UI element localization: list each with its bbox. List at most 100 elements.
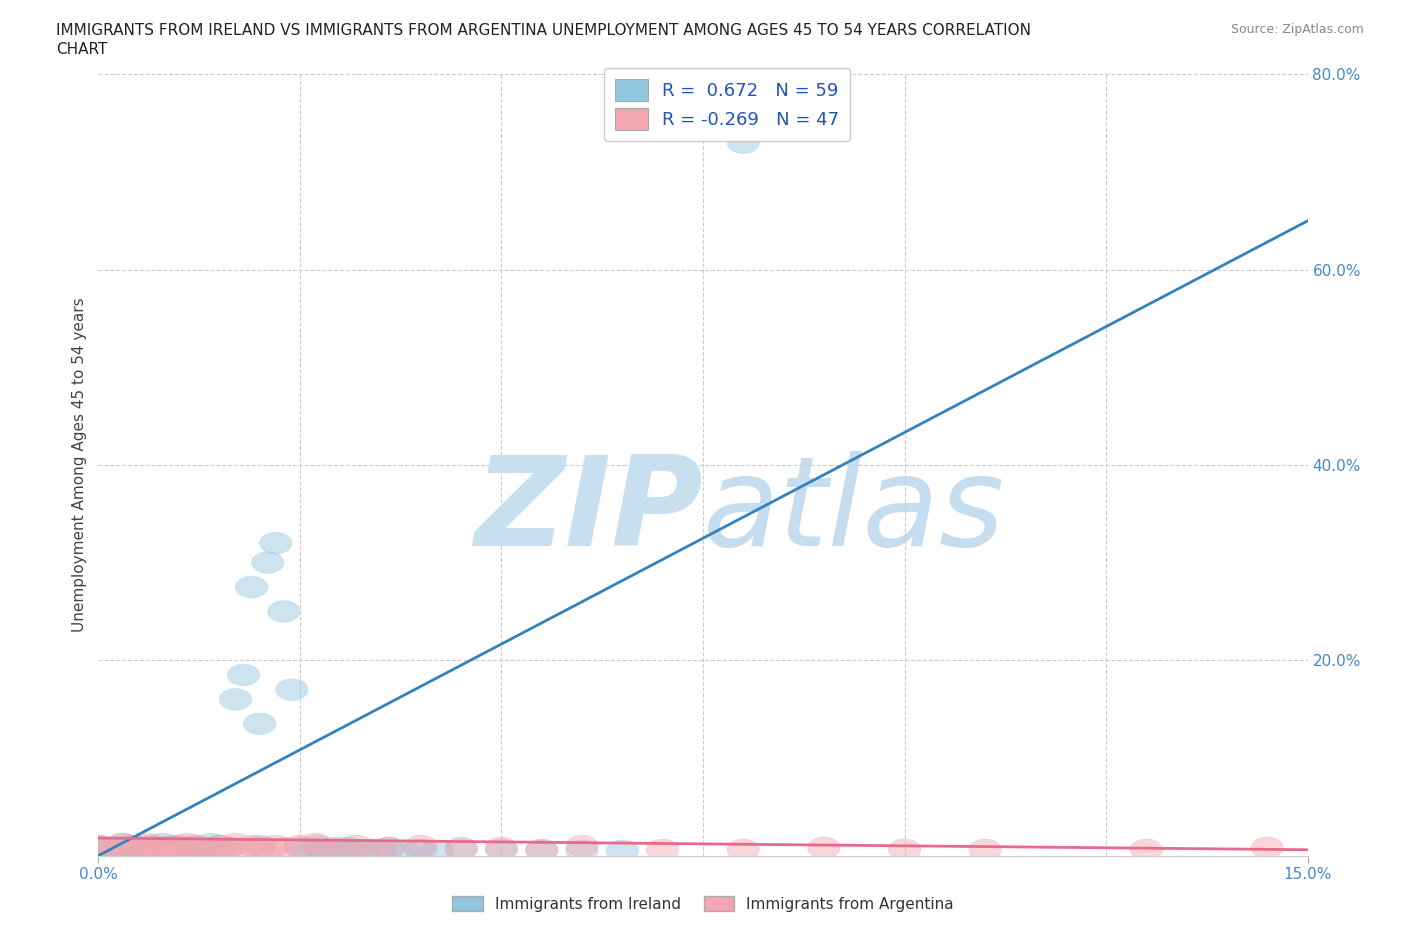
Ellipse shape: [211, 837, 243, 858]
Ellipse shape: [252, 839, 284, 860]
Ellipse shape: [485, 837, 517, 858]
Ellipse shape: [179, 835, 211, 857]
Ellipse shape: [243, 713, 276, 735]
Ellipse shape: [340, 842, 373, 863]
Ellipse shape: [219, 688, 252, 711]
Ellipse shape: [1251, 837, 1284, 858]
Ellipse shape: [107, 839, 139, 860]
Ellipse shape: [567, 835, 598, 857]
Ellipse shape: [969, 839, 1001, 860]
Ellipse shape: [90, 840, 122, 861]
Text: ZIP: ZIP: [474, 451, 703, 572]
Ellipse shape: [172, 842, 204, 863]
Ellipse shape: [308, 839, 340, 860]
Ellipse shape: [228, 839, 260, 860]
Ellipse shape: [340, 835, 373, 857]
Ellipse shape: [889, 839, 921, 860]
Ellipse shape: [235, 577, 267, 598]
Ellipse shape: [243, 835, 276, 857]
Ellipse shape: [83, 835, 114, 857]
Ellipse shape: [163, 840, 195, 861]
Ellipse shape: [146, 837, 179, 858]
Ellipse shape: [211, 837, 243, 858]
Ellipse shape: [139, 839, 172, 860]
Ellipse shape: [98, 837, 131, 858]
Ellipse shape: [373, 837, 405, 858]
Ellipse shape: [727, 132, 759, 153]
Ellipse shape: [308, 839, 340, 860]
Ellipse shape: [131, 840, 163, 861]
Ellipse shape: [292, 840, 325, 861]
Ellipse shape: [647, 839, 679, 860]
Ellipse shape: [195, 839, 228, 860]
Ellipse shape: [243, 837, 276, 858]
Ellipse shape: [204, 835, 235, 857]
Legend: R =  0.672   N = 59, R = -0.269   N = 47: R = 0.672 N = 59, R = -0.269 N = 47: [605, 68, 851, 140]
Ellipse shape: [139, 842, 172, 863]
Legend: Immigrants from Ireland, Immigrants from Argentina: Immigrants from Ireland, Immigrants from…: [446, 889, 960, 918]
Ellipse shape: [155, 836, 187, 857]
Ellipse shape: [276, 679, 308, 700]
Ellipse shape: [325, 840, 356, 861]
Ellipse shape: [114, 840, 146, 861]
Ellipse shape: [107, 833, 139, 855]
Ellipse shape: [420, 840, 453, 861]
Ellipse shape: [260, 835, 292, 857]
Ellipse shape: [139, 837, 172, 858]
Ellipse shape: [187, 841, 219, 862]
Ellipse shape: [146, 833, 179, 855]
Ellipse shape: [316, 837, 349, 858]
Ellipse shape: [356, 839, 388, 860]
Ellipse shape: [163, 839, 195, 860]
Ellipse shape: [195, 833, 228, 855]
Text: CHART: CHART: [56, 42, 108, 57]
Ellipse shape: [219, 833, 252, 855]
Ellipse shape: [131, 833, 163, 855]
Y-axis label: Unemployment Among Ages 45 to 54 years: Unemployment Among Ages 45 to 54 years: [72, 298, 87, 632]
Ellipse shape: [299, 835, 332, 857]
Ellipse shape: [284, 835, 316, 857]
Ellipse shape: [252, 551, 284, 574]
Ellipse shape: [405, 835, 437, 857]
Ellipse shape: [446, 839, 477, 860]
Ellipse shape: [1130, 839, 1163, 860]
Ellipse shape: [114, 841, 146, 862]
Ellipse shape: [90, 839, 122, 860]
Ellipse shape: [187, 837, 219, 858]
Ellipse shape: [146, 839, 179, 860]
Ellipse shape: [179, 835, 211, 857]
Ellipse shape: [405, 839, 437, 860]
Ellipse shape: [98, 837, 131, 858]
Text: IMMIGRANTS FROM IRELAND VS IMMIGRANTS FROM ARGENTINA UNEMPLOYMENT AMONG AGES 45 : IMMIGRANTS FROM IRELAND VS IMMIGRANTS FR…: [56, 23, 1031, 38]
Ellipse shape: [155, 841, 187, 862]
Ellipse shape: [122, 837, 155, 858]
Ellipse shape: [267, 837, 299, 858]
Ellipse shape: [808, 837, 839, 858]
Ellipse shape: [446, 837, 477, 858]
Ellipse shape: [332, 837, 364, 858]
Ellipse shape: [179, 839, 211, 860]
Ellipse shape: [267, 601, 299, 622]
Ellipse shape: [122, 837, 155, 858]
Ellipse shape: [284, 837, 316, 858]
Ellipse shape: [485, 839, 517, 860]
Ellipse shape: [172, 833, 204, 855]
Ellipse shape: [107, 833, 139, 855]
Ellipse shape: [260, 532, 292, 554]
Ellipse shape: [373, 837, 405, 858]
Ellipse shape: [122, 842, 155, 863]
Ellipse shape: [155, 835, 187, 857]
Ellipse shape: [114, 835, 146, 857]
Ellipse shape: [163, 835, 195, 857]
Ellipse shape: [526, 839, 558, 860]
Ellipse shape: [526, 840, 558, 861]
Ellipse shape: [204, 840, 235, 861]
Ellipse shape: [349, 839, 381, 860]
Ellipse shape: [139, 835, 172, 857]
Ellipse shape: [388, 840, 420, 861]
Ellipse shape: [325, 837, 356, 858]
Ellipse shape: [172, 837, 204, 858]
Text: Source: ZipAtlas.com: Source: ZipAtlas.com: [1230, 23, 1364, 36]
Ellipse shape: [195, 839, 228, 860]
Ellipse shape: [146, 840, 179, 861]
